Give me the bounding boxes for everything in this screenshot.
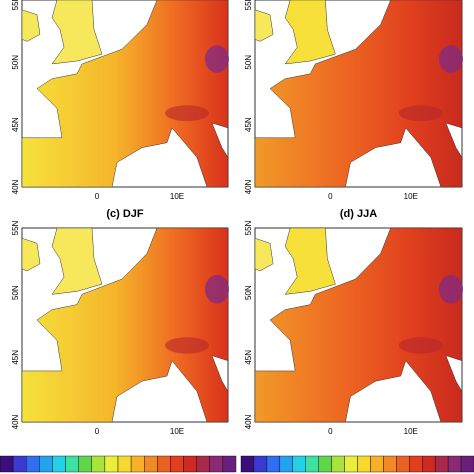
colorbar-cell <box>222 455 237 473</box>
colorbar-cell <box>196 455 210 473</box>
colorbar-cell <box>12 455 27 473</box>
colorbar-cell <box>0 455 14 473</box>
colorbar-cell <box>170 455 184 473</box>
colorbar-cell <box>292 455 306 473</box>
longitude-label: 0 <box>328 192 333 201</box>
colorbar-cell <box>383 455 397 473</box>
latitude-label: 50N <box>244 285 253 300</box>
colorbar-cell <box>370 455 384 473</box>
hot-spot <box>205 45 229 73</box>
latitude-label: 40N <box>11 179 20 194</box>
longitude-label: 0 <box>95 192 100 201</box>
alps <box>398 105 443 122</box>
latitude-label: 55N <box>11 220 20 235</box>
latitude-label: 55N <box>244 0 253 10</box>
latitude-label: 55N <box>244 220 253 235</box>
great-britain <box>51 227 103 295</box>
latitude-label: 50N <box>11 285 20 300</box>
ireland <box>21 9 41 42</box>
colorbar-cell <box>253 455 268 473</box>
map-panel: 55N 50N 45N 40N 0 10E <box>244 0 464 201</box>
colorbar-cell <box>434 455 449 473</box>
ireland <box>21 237 41 272</box>
longitude-label: 0 <box>328 427 333 436</box>
panel-title: (d) JJA <box>340 208 377 220</box>
colorbar-cell <box>78 455 92 473</box>
longitude-label: 0 <box>95 427 100 436</box>
latitude-label: 45N <box>11 350 20 365</box>
colorbar-cell <box>460 455 474 473</box>
colorbar-cell <box>240 455 255 473</box>
longitude-label: 10E <box>170 192 184 201</box>
colorbar-cell <box>266 455 281 473</box>
latitude-label: 50N <box>244 55 253 70</box>
latitude-label: 45N <box>244 117 253 132</box>
colorbar-cell <box>447 455 462 473</box>
latitude-label: 45N <box>244 350 253 365</box>
colorbar-cell <box>91 455 106 473</box>
hot-spot <box>438 274 464 304</box>
colorbar-cell <box>65 455 79 473</box>
latitude-label: 40N <box>244 414 253 429</box>
great-britain <box>284 227 336 295</box>
map-panel: 55N 50N 45N 40N 0 10E <box>11 0 229 201</box>
continent <box>254 0 463 188</box>
colorbar-cell <box>279 455 293 473</box>
colorbar-cell <box>52 455 66 473</box>
colorbar-cell <box>130 455 145 473</box>
hot-spot <box>438 45 464 73</box>
latitude-label: 45N <box>11 117 20 132</box>
longitude-label: 10E <box>404 427 418 436</box>
continent <box>21 0 229 188</box>
alps <box>165 105 209 122</box>
continent <box>254 227 463 423</box>
latitude-label: 55N <box>11 0 20 10</box>
colorbar-cell <box>157 455 171 473</box>
colorbar-cell <box>422 455 436 473</box>
alps <box>165 337 209 354</box>
colorbar-cell <box>318 455 332 473</box>
panel-title: (c) DJF <box>106 208 144 220</box>
colorbar-cell <box>144 455 158 473</box>
colorbar-cell <box>331 455 345 473</box>
latitude-label: 50N <box>11 55 20 70</box>
ireland <box>254 9 274 42</box>
colorbar-cell <box>26 455 40 473</box>
colorbar-cell <box>117 455 132 473</box>
latitude-label: 40N <box>244 179 253 194</box>
colorbar-cell <box>104 455 119 473</box>
map-panel: 55N 50N 45N 40N 0 10E (c) DJF <box>11 208 229 436</box>
great-britain <box>284 0 336 65</box>
longitude-label: 10E <box>170 427 184 436</box>
alps <box>398 337 443 354</box>
colorbar-cell <box>39 455 53 473</box>
continent <box>21 227 229 423</box>
colorbar-cell <box>357 455 371 473</box>
colorbar-cell <box>183 455 197 473</box>
map-panel: 55N 50N 45N 40N 0 10E (d) JJA <box>244 208 464 436</box>
great-britain <box>51 0 103 65</box>
hot-spot <box>205 274 229 304</box>
latitude-label: 40N <box>11 414 20 429</box>
ireland <box>254 237 274 272</box>
colorbar-cell <box>396 455 410 473</box>
colorbar-cell <box>344 455 358 473</box>
longitude-label: 10E <box>404 192 418 201</box>
colorbar-cell <box>409 455 423 473</box>
colorbar-cell <box>209 455 224 473</box>
colorbar-cell <box>305 455 319 473</box>
